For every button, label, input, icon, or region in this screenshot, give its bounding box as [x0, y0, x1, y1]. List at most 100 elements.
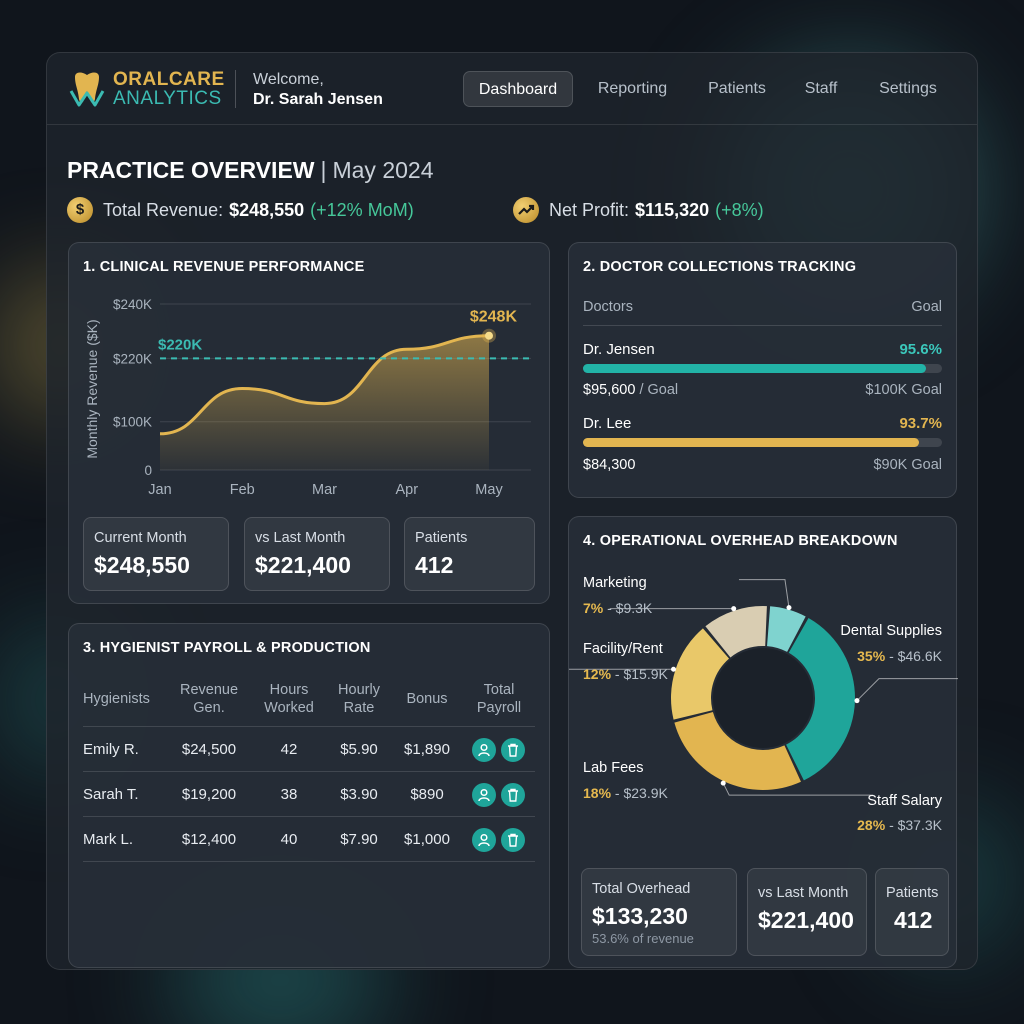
revenue-area	[160, 335, 489, 470]
donut-segment-dental-supplies[interactable]	[786, 618, 855, 781]
view-hygienist-button[interactable]	[472, 738, 496, 762]
col-doctors-header: Doctors	[583, 299, 633, 315]
doctor-progress-percent: 95.6%	[899, 341, 942, 358]
stat-patients: Patients 412	[875, 868, 949, 956]
y-tick-label: $220K	[113, 351, 152, 366]
segment-amount: - $46.6K	[889, 648, 942, 664]
doctor-progress-track	[583, 438, 942, 447]
donut-segment-staff-salary[interactable]	[674, 711, 801, 790]
revenue-performance-card: 1. CLINICAL REVENUE PERFORMANCE 0 $100K $2…	[68, 242, 550, 604]
revenue-card-title: 1. CLINICAL REVENUE PERFORMANCE	[83, 259, 365, 275]
net-profit-kpi: Net Profit: $115,320 (+8%)	[513, 197, 764, 223]
segment-label-facility-rent: Facility/Rent	[583, 641, 663, 657]
stat-current-month: Current Month $248,550	[83, 517, 229, 591]
delete-hygienist-button[interactable]	[501, 783, 525, 807]
collections-card-title: 2. DOCTOR COLLECTIONS TRACKING	[583, 259, 857, 275]
y-tick-label: 0	[144, 463, 152, 478]
nav-staff[interactable]: Staff	[804, 80, 838, 97]
leader-dot	[671, 666, 677, 672]
net-profit-delta: (+8%)	[715, 199, 764, 220]
tooth-icon	[69, 72, 105, 107]
col-total-payroll: Total Payroll	[476, 682, 522, 716]
user-name: Dr. Sarah Jensen	[253, 91, 383, 108]
leader-dot	[720, 780, 726, 786]
col-bonus: Bonus	[406, 691, 448, 707]
stat-value: $221,400	[255, 552, 351, 578]
stat-subtext: 53.6% of revenue	[592, 931, 694, 946]
welcome-block: Welcome, Dr. Sarah Jensen	[253, 70, 383, 110]
col-revenue-gen: Revenue Gen.	[179, 682, 239, 716]
doctor-goal: $90K Goal	[873, 457, 942, 473]
nav-patients[interactable]: Patients	[708, 80, 766, 97]
dollar-coin-icon: $	[67, 197, 93, 223]
x-tick-label: Apr	[395, 482, 418, 498]
segment-amount: - $37.3K	[889, 817, 942, 833]
nav-reporting[interactable]: Reporting	[597, 80, 668, 97]
view-hygienist-button[interactable]	[472, 828, 496, 852]
donut-segment-marketing[interactable]	[767, 606, 806, 652]
trash-icon	[508, 833, 518, 847]
stat-vs-last-month: vs Last Month $221,400	[244, 517, 390, 591]
x-tick-label: Mar	[312, 482, 337, 498]
leader-line	[856, 678, 958, 702]
cell-hygienist: Emily R.	[83, 741, 139, 758]
nav-settings[interactable]: Settings	[879, 80, 937, 97]
col-hourly-rate: Hourly Rate	[338, 682, 380, 716]
stat-total-overhead: Total Overhead $133,230 53.6% of revenue	[581, 868, 737, 956]
target-line-label: $220K	[158, 336, 202, 353]
segment-label-staff-salary: Staff Salary	[867, 793, 942, 809]
stat-value: 412	[894, 907, 933, 933]
doctor-collected-amount: $95,600 / Goal	[583, 382, 678, 398]
overhead-breakdown-card: 4. OPERATIONAL OVERHEAD BREAKDOWN Market…	[568, 516, 958, 968]
doctor-progress-fill	[583, 364, 927, 373]
cell-rate: $7.90	[340, 831, 378, 848]
trash-icon	[508, 788, 518, 802]
y-tick-label: $240K	[113, 297, 152, 312]
x-tick-label: Feb	[230, 482, 255, 498]
delete-hygienist-button[interactable]	[501, 738, 525, 762]
donut-segment-lab-fees[interactable]	[671, 628, 730, 720]
stat-value: $248,550	[94, 552, 190, 578]
view-hygienist-button[interactable]	[472, 783, 496, 807]
doctor-progress-fill	[583, 438, 920, 447]
nav-dashboard[interactable]: Dashboard	[463, 71, 573, 107]
stat-value: $133,230	[592, 903, 688, 929]
doctor-name: Dr. Jensen	[583, 341, 655, 358]
x-tick-label: Jan	[148, 482, 171, 498]
cell-rate: $3.90	[340, 786, 378, 803]
stat-patients: Patients 412	[404, 517, 535, 591]
brand-logo[interactable]: ORALCARE ANALYTICS	[67, 69, 225, 109]
segment-pct: 12%	[583, 666, 612, 682]
top-bar: ORALCARE ANALYTICS Welcome, Dr. Sarah Je…	[47, 53, 977, 125]
brand-subtitle: ANALYTICS	[113, 88, 222, 109]
stat-label: Patients	[886, 885, 939, 901]
row-divider	[83, 861, 535, 862]
overhead-card-title: 4. OPERATIONAL OVERHEAD BREAKDOWN	[583, 533, 898, 549]
segment-pct: 18%	[583, 785, 612, 801]
y-axis-label: Monthly Revenue ($K)	[84, 319, 100, 458]
segment-value-dental-supplies: 35% - $46.6K	[857, 648, 942, 664]
cell-bonus: $890	[410, 786, 444, 803]
total-revenue-delta: (+12% MoM)	[310, 199, 414, 220]
title-separator: |	[320, 157, 327, 183]
x-tick-label: May	[475, 482, 503, 498]
dashboard-window: ORALCARE ANALYTICS Welcome, Dr. Sarah Je…	[46, 52, 978, 970]
net-profit-label: Net Profit:	[549, 199, 630, 220]
cell-hours: 42	[280, 741, 298, 758]
table-header-divider	[83, 726, 535, 727]
end-point[interactable]	[485, 331, 493, 340]
donut-hole	[713, 648, 813, 748]
doctor-name: Dr. Lee	[583, 415, 632, 432]
delete-hygienist-button[interactable]	[501, 828, 525, 852]
brand-name: ORALCARE	[113, 69, 225, 90]
doctor-collected-amount: $84,300	[583, 457, 636, 473]
doctor-collections-card: 2. DOCTOR COLLECTIONS TRACKING Doctors G…	[568, 242, 957, 498]
segment-pct: 28%	[857, 817, 886, 833]
total-revenue-label: Total Revenue:	[103, 199, 224, 220]
leader-line	[738, 579, 790, 608]
stat-vs-last-month: vs Last Month $221,400	[747, 868, 867, 956]
donut-segment-facility-rent[interactable]	[705, 606, 767, 658]
col-hours-worked: Hours Worked	[264, 682, 314, 716]
cell-hours: 40	[280, 831, 298, 848]
row-divider	[83, 771, 535, 772]
